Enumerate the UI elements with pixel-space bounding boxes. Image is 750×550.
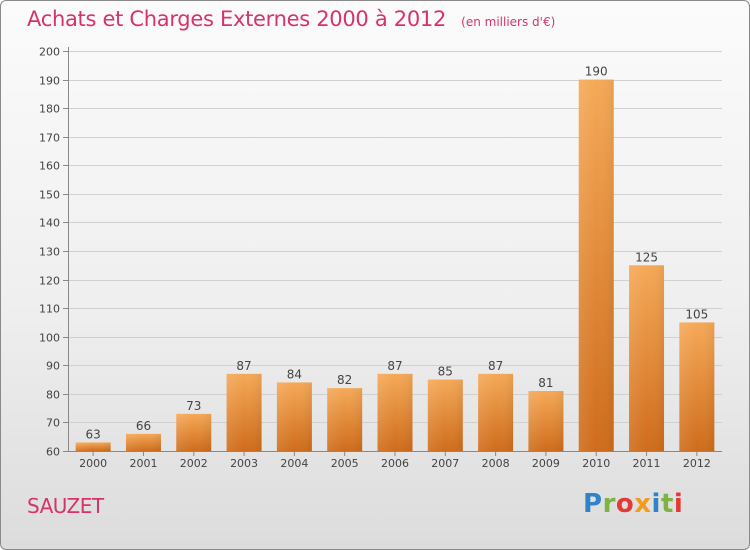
y-tick-label: 130	[39, 246, 60, 259]
bar-shine	[276, 382, 312, 451]
y-tick-label: 180	[39, 103, 60, 116]
x-tick-label: 2001	[129, 457, 157, 470]
axes	[63, 47, 722, 456]
bar-value-label: 63	[86, 427, 101, 441]
y-tick-label: 120	[39, 275, 60, 288]
bar-value-label: 84	[287, 367, 302, 381]
bar-value-label: 87	[236, 359, 251, 373]
y-tick-label: 110	[39, 303, 60, 316]
x-tick-label: 2008	[482, 457, 510, 470]
bar-value-label: 85	[438, 365, 453, 379]
logo-letter: x	[634, 489, 652, 519]
bar-value-label: 125	[635, 250, 658, 264]
y-tick-label: 80	[46, 389, 60, 402]
bar-shine	[427, 379, 463, 451]
y-tick-label: 60	[46, 446, 60, 459]
bar-value-label: 81	[538, 376, 553, 390]
x-tick-label: 2006	[381, 457, 409, 470]
bar-shine	[125, 433, 161, 451]
y-tick-label: 160	[39, 160, 60, 173]
bar-shine	[679, 322, 715, 451]
chart-unit-label: (en milliers d'€)	[461, 15, 556, 29]
y-tick-label: 170	[39, 132, 60, 145]
x-tick-label: 2004	[280, 457, 308, 470]
commune-name: SAUZET	[27, 494, 104, 518]
logo-letter: t	[660, 489, 674, 519]
bar-shine	[478, 373, 514, 451]
bar-shine	[578, 79, 614, 452]
bar-shine	[327, 388, 363, 451]
y-tick-label: 150	[39, 189, 60, 202]
y-tick-label: 200	[39, 46, 60, 59]
bars	[75, 79, 715, 452]
bar-value-label: 66	[136, 419, 151, 433]
y-tick-label: 70	[46, 417, 60, 430]
bar-shine	[528, 391, 564, 451]
y-tick-label: 100	[39, 332, 60, 345]
x-tick-label: 2000	[79, 457, 107, 470]
logo-letter: P	[583, 489, 603, 519]
x-tick-label: 2012	[683, 457, 711, 470]
bar-shine	[176, 413, 212, 451]
x-tick-label: 2003	[230, 457, 258, 470]
bar-value-label: 87	[387, 359, 402, 373]
bar-shine	[377, 373, 413, 451]
bar-shine	[226, 373, 262, 451]
proxiti-logo: Proxiti	[583, 489, 683, 519]
x-tick-label: 2005	[331, 457, 359, 470]
bar-value-label: 105	[685, 307, 708, 321]
logo-letter: i	[673, 489, 684, 519]
logo-letter: i	[651, 489, 661, 519]
labels: 60 70 80 90 100 110 120 130 140 150 160 170 180 190 20…	[39, 46, 711, 471]
x-tick-label: 2011	[633, 457, 661, 470]
chart-title: Achats et Charges Externes 2000 à 2012	[27, 7, 447, 31]
x-tick-label: 2010	[582, 457, 610, 470]
x-tick-label: 2009	[532, 457, 560, 470]
y-tick-label: 190	[39, 75, 60, 88]
x-tick-label: 2007	[431, 457, 459, 470]
x-tick-label: 2002	[180, 457, 208, 470]
logo-letter: r	[602, 489, 616, 519]
logo-letter: o	[615, 489, 635, 519]
bar-shine	[629, 265, 665, 451]
bar-value-label: 82	[337, 373, 352, 387]
y-tick-label: 140	[39, 217, 60, 230]
bar-value-label: 73	[186, 399, 201, 413]
bar-value-label: 87	[488, 359, 503, 373]
bar-value-label: 190	[585, 65, 608, 79]
y-tick-label: 90	[46, 360, 60, 373]
bar-shine	[75, 442, 111, 451]
title-row: Achats et Charges Externes 2000 à 2012 (…	[27, 7, 555, 31]
